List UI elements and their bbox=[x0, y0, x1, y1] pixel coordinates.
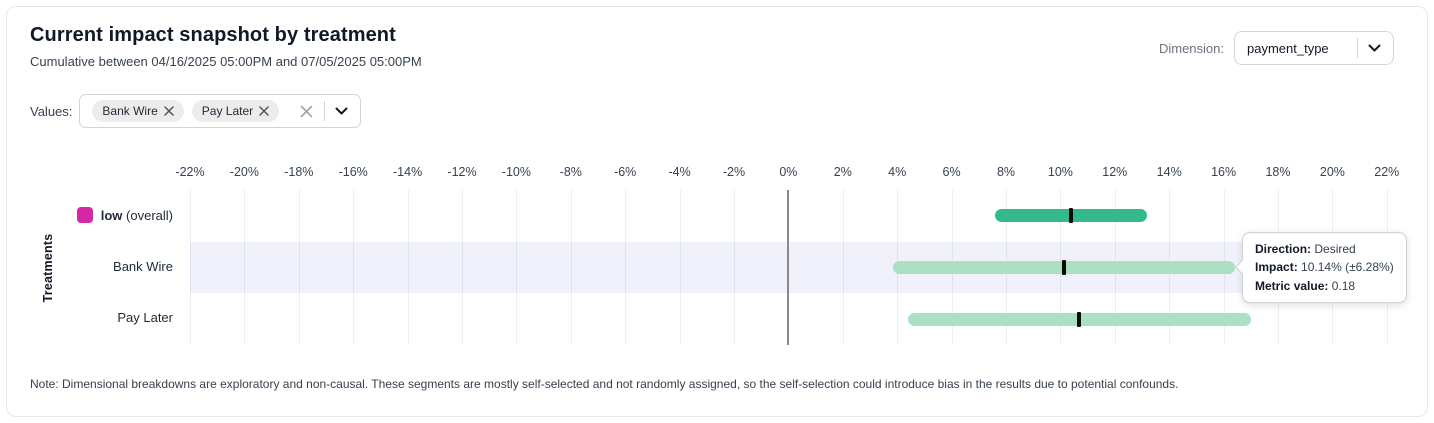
row-label-text: low bbox=[100, 207, 123, 223]
axis-tick-label: -2% bbox=[722, 165, 746, 179]
gridline bbox=[244, 190, 246, 345]
values-multiselect[interactable]: Bank Wire Pay Later bbox=[79, 94, 362, 128]
values-chips: Bank Wire Pay Later bbox=[92, 100, 287, 122]
axis-tick-label: -20% bbox=[229, 165, 259, 179]
page-title: Current impact snapshot by treatment bbox=[30, 24, 396, 46]
chip-remove-icon[interactable] bbox=[164, 106, 174, 116]
axis-tick-label: 20% bbox=[1319, 165, 1345, 179]
axis-tick-label: 12% bbox=[1102, 165, 1128, 179]
chart-note: Note: Dimensional breakdowns are explora… bbox=[30, 377, 1179, 391]
axis-tick-label: 14% bbox=[1156, 165, 1182, 179]
axis-tick-label: 4% bbox=[888, 165, 907, 179]
value-chip-label: Bank Wire bbox=[102, 104, 158, 118]
treatment-row-label: low (overall) bbox=[7, 206, 173, 223]
axis-tick-label: 0% bbox=[779, 165, 798, 179]
page-subtitle: Cumulative between 04/16/2025 05:00PM an… bbox=[30, 54, 422, 69]
value-chip[interactable]: Pay Later bbox=[191, 100, 280, 122]
axis-tick-label: 8% bbox=[996, 165, 1016, 179]
axis-tick-label: -8% bbox=[559, 165, 582, 179]
gridline bbox=[679, 190, 681, 345]
treatment-row-label: Pay Later bbox=[117, 310, 173, 326]
axis-tick-label: -22% bbox=[175, 165, 205, 179]
clear-values-icon[interactable] bbox=[299, 104, 314, 119]
chevron-down-icon[interactable] bbox=[335, 107, 348, 116]
value-chip[interactable]: Bank Wire bbox=[92, 100, 184, 122]
axis-tick-label: -10% bbox=[501, 165, 531, 179]
gridline bbox=[842, 190, 844, 345]
axis-tick-label: 6% bbox=[942, 165, 961, 179]
axis-tick-label: 10% bbox=[1047, 165, 1073, 179]
dimension-control: Dimension: payment_type bbox=[1159, 31, 1394, 65]
divider bbox=[324, 101, 326, 121]
gridline bbox=[353, 190, 355, 345]
dimension-select[interactable]: payment_type bbox=[1234, 31, 1394, 65]
axis-tick-label: -16% bbox=[338, 165, 368, 179]
chevron-down-icon[interactable] bbox=[1368, 44, 1381, 53]
dimension-label: Dimension: bbox=[1158, 40, 1224, 56]
axis-tick-label: -14% bbox=[393, 165, 423, 179]
chip-remove-icon[interactable] bbox=[259, 106, 269, 116]
tooltip-impact-row: Impact: 10.14% (±6.28%) bbox=[1255, 260, 1394, 275]
gridline bbox=[462, 190, 463, 345]
impact-point-tick bbox=[1062, 260, 1067, 275]
axis-tick-label: 2% bbox=[833, 165, 852, 179]
impact-tooltip: Direction: Desired Impact: 10.14% (±6.28… bbox=[1234, 231, 1407, 304]
axis-tick-label: 18% bbox=[1265, 165, 1291, 179]
axis-tick-label: -12% bbox=[447, 165, 477, 179]
gridline bbox=[570, 190, 572, 345]
impact-chart: Treatments -22% -20% -18% -16% -14% -12% -10% -… bbox=[7, 157, 1427, 357]
impact-point-tick bbox=[1077, 311, 1082, 327]
values-filter: Values: Bank Wire Pay Later bbox=[30, 94, 362, 128]
zero-axis-line bbox=[787, 190, 790, 345]
gridline bbox=[298, 190, 300, 345]
legend-swatch bbox=[76, 206, 93, 223]
axis-tick-label: -4% bbox=[668, 165, 691, 179]
value-chip-label: Pay Later bbox=[201, 104, 254, 118]
impact-point-tick bbox=[1069, 208, 1074, 224]
tooltip-direction-row: Direction: Desired bbox=[1255, 241, 1356, 256]
gridline bbox=[190, 190, 191, 345]
gridline bbox=[516, 190, 518, 345]
gridline bbox=[625, 190, 627, 345]
axis-tick-label: 22% bbox=[1374, 165, 1400, 179]
axis-tick-label: -18% bbox=[284, 165, 314, 179]
axis-tick-label: -6% bbox=[614, 165, 637, 179]
dimension-selected-value: payment_type bbox=[1247, 40, 1329, 56]
tooltip-metric-row: Metric value: 0.18 bbox=[1255, 278, 1356, 293]
divider bbox=[1357, 38, 1358, 58]
card-header: Current impact snapshot by treatment Cum… bbox=[30, 24, 422, 69]
values-label: Values: bbox=[30, 103, 73, 119]
treatment-row-label: Bank Wire bbox=[113, 258, 173, 274]
row-label-suffix: (overall) bbox=[122, 207, 173, 223]
gridline bbox=[407, 190, 409, 345]
impact-snapshot-card: Current impact snapshot by treatment Cum… bbox=[6, 6, 1428, 417]
axis-tick-label: 16% bbox=[1211, 165, 1237, 179]
gridline bbox=[734, 190, 735, 345]
